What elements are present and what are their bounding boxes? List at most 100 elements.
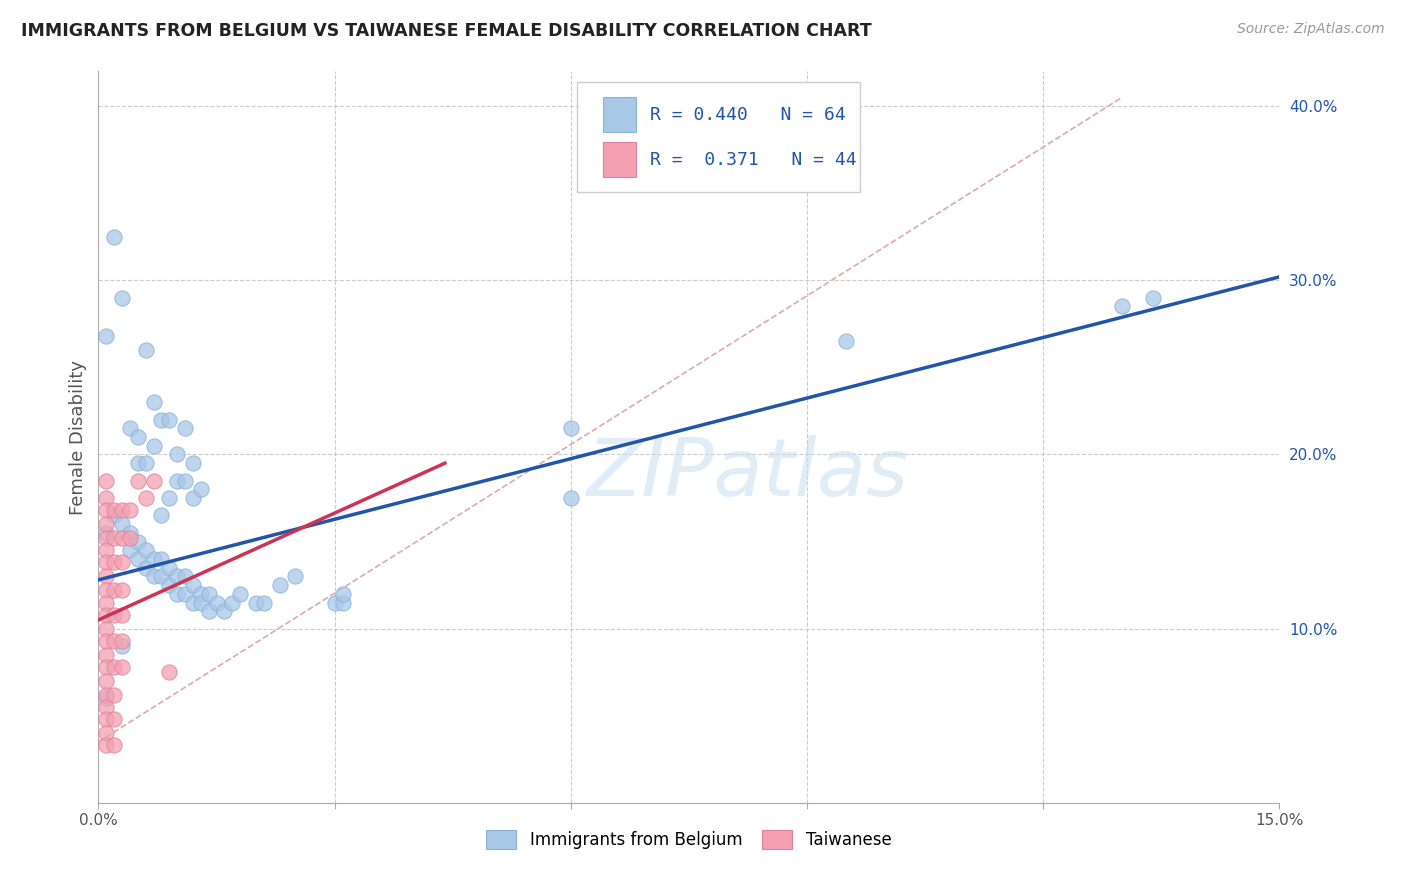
Point (96, 474, 118, 488)
Text: R = 0.440   N = 64: R = 0.440 N = 64 (650, 105, 846, 123)
Point (103, 531, 125, 545)
Point (96, 700, 118, 714)
Point (96, 543, 118, 558)
Point (166, 448, 188, 462)
Point (150, 569, 173, 583)
Text: Source: ZipAtlas.com: Source: ZipAtlas.com (1237, 22, 1385, 37)
Point (127, 552, 149, 566)
Point (245, 595, 267, 609)
Point (127, 456, 149, 470)
Point (332, 587, 354, 601)
Point (135, 456, 157, 470)
Point (96, 691, 118, 706)
Point (560, 491, 582, 505)
Point (157, 491, 180, 505)
Point (157, 665, 180, 680)
Point (1111, 300, 1133, 314)
Point (111, 639, 134, 653)
Point (96, 583, 118, 598)
Y-axis label: Female Disability: Female Disability (69, 359, 87, 515)
Legend: Immigrants from Belgium, Taiwanese: Immigrants from Belgium, Taiwanese (486, 830, 891, 849)
Point (253, 595, 276, 609)
Point (135, 560, 157, 574)
Point (111, 291, 134, 305)
Bar (603, 143, 636, 178)
Point (103, 739, 125, 753)
Point (190, 595, 212, 609)
Point (111, 503, 134, 517)
Bar (603, 97, 636, 132)
Point (142, 439, 165, 453)
Point (96, 569, 118, 583)
Point (174, 569, 197, 583)
Point (96, 556, 118, 570)
Point (127, 474, 149, 488)
Point (174, 421, 197, 435)
Point (157, 578, 180, 592)
Point (135, 491, 157, 505)
Point (197, 587, 219, 601)
Point (96, 531, 118, 545)
Point (142, 552, 165, 566)
Point (103, 229, 125, 244)
Point (111, 633, 134, 648)
Point (142, 569, 165, 583)
Point (111, 517, 134, 532)
Point (269, 578, 291, 592)
Point (229, 587, 252, 601)
Point (103, 556, 125, 570)
Point (103, 660, 125, 674)
Point (332, 595, 354, 609)
Point (284, 569, 307, 583)
Point (190, 587, 212, 601)
Point (135, 343, 157, 357)
Point (181, 578, 204, 592)
Point (221, 595, 243, 609)
Point (181, 491, 204, 505)
Point (157, 560, 180, 574)
Point (166, 474, 188, 488)
Point (96, 633, 118, 648)
Point (103, 712, 125, 726)
Point (1142, 291, 1164, 305)
FancyBboxPatch shape (576, 82, 860, 192)
Point (197, 604, 219, 618)
Point (835, 334, 858, 349)
Point (96, 329, 118, 343)
Point (166, 569, 188, 583)
Point (96, 503, 118, 517)
Point (96, 648, 118, 662)
Point (150, 508, 173, 523)
Point (96, 517, 118, 532)
Point (96, 595, 118, 609)
Point (96, 660, 118, 674)
Point (166, 587, 188, 601)
Text: R =  0.371   N = 44: R = 0.371 N = 44 (650, 151, 856, 169)
Point (150, 552, 173, 566)
Point (103, 503, 125, 517)
Point (181, 595, 204, 609)
Point (96, 739, 118, 753)
Point (118, 421, 141, 435)
Point (142, 395, 165, 409)
Point (190, 483, 212, 497)
Point (118, 525, 141, 540)
Point (103, 633, 125, 648)
Point (96, 525, 118, 540)
Point (205, 595, 228, 609)
Point (103, 508, 125, 523)
Point (111, 531, 134, 545)
Point (118, 543, 141, 558)
Point (111, 556, 134, 570)
Point (142, 474, 165, 488)
Point (103, 583, 125, 598)
Text: ZIPatlas: ZIPatlas (586, 434, 910, 513)
Point (96, 712, 118, 726)
Point (560, 421, 582, 435)
Point (96, 673, 118, 688)
Point (96, 622, 118, 636)
Point (111, 607, 134, 622)
Point (118, 531, 141, 545)
Point (127, 430, 149, 444)
Point (135, 543, 157, 558)
